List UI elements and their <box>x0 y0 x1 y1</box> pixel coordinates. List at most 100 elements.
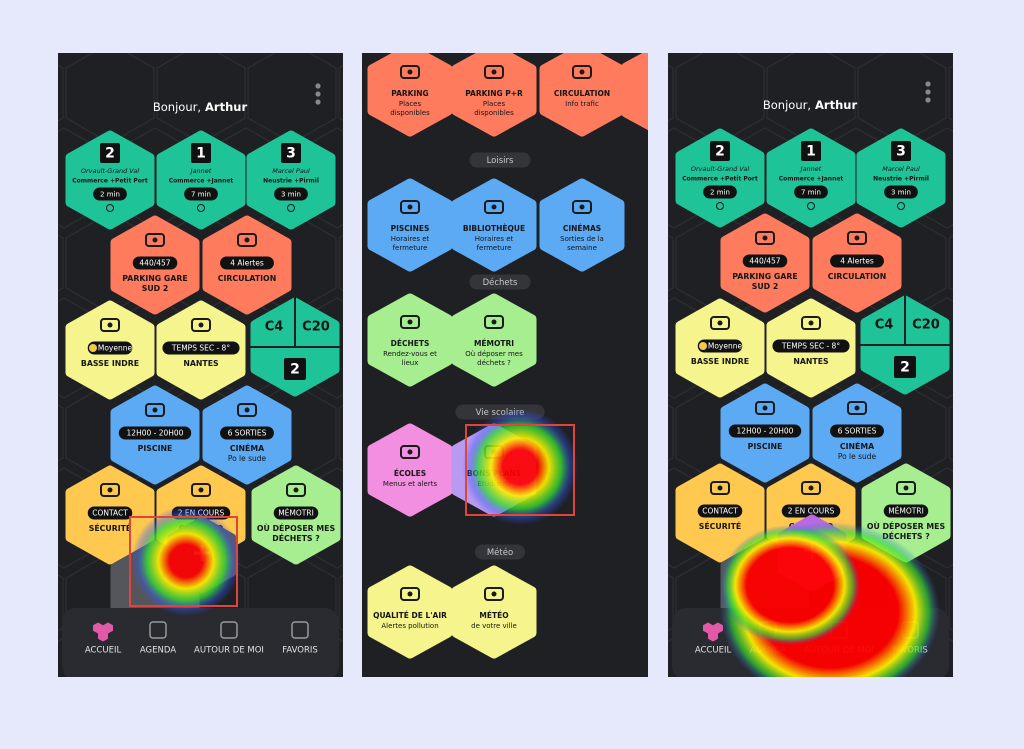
tile-title: CINÉMAS <box>563 224 601 233</box>
tile <box>367 565 453 659</box>
bg-hex <box>338 405 343 461</box>
badge-text: TEMPS SEC - 8° <box>781 342 840 351</box>
heatmap <box>720 525 860 645</box>
tile <box>367 293 453 387</box>
icon <box>491 591 497 597</box>
line-code: C4 <box>265 320 284 335</box>
badge <box>830 254 884 268</box>
icon <box>407 204 413 210</box>
greeting: Bonjour, Arthur <box>153 100 248 114</box>
icon <box>854 405 860 411</box>
icon <box>572 200 592 214</box>
tile <box>621 53 648 131</box>
route: Commerce +Petit Port <box>72 178 148 185</box>
tile-title: SÉCURITÉ <box>89 524 132 533</box>
tile <box>367 178 453 272</box>
bg-hex <box>948 575 953 631</box>
icon <box>237 403 257 417</box>
route: Neustrie +Pirmil <box>873 176 929 183</box>
icon <box>801 316 821 330</box>
bg-hex <box>338 235 343 291</box>
tile-subtitle: lieux <box>402 359 419 367</box>
tile-subtitle: Po le sude <box>228 454 267 463</box>
nav-label: ACCUEIL <box>85 646 122 656</box>
nav-icon <box>291 621 309 639</box>
badge <box>742 254 788 268</box>
line-code: C20 <box>302 320 330 335</box>
bg-hex <box>338 575 343 631</box>
icon <box>145 233 165 247</box>
icon <box>484 65 504 79</box>
badge-text: CONTACT <box>702 507 738 516</box>
icon <box>484 200 504 214</box>
menu-dot <box>925 81 931 87</box>
tile-subtitle: disponibles <box>390 109 430 117</box>
tile-title: PISCINES <box>391 224 430 233</box>
nav-icon <box>713 622 723 634</box>
nav-label: ACCUEIL <box>695 646 732 656</box>
badge-text: 440/457 <box>749 257 780 266</box>
menu-dot <box>925 89 931 95</box>
tile-title: SUD 2 <box>752 282 779 291</box>
icon <box>903 485 909 491</box>
refresh-icon <box>716 202 724 210</box>
level-dot <box>89 344 97 352</box>
icon <box>100 483 120 497</box>
icon <box>244 237 250 243</box>
number-box <box>891 141 911 161</box>
icon <box>484 315 504 329</box>
icon <box>762 405 768 411</box>
badge <box>118 426 192 440</box>
tile-title: SUD 2 <box>142 284 169 293</box>
tile <box>246 130 336 230</box>
tile-title: MÉTÉO <box>479 611 508 620</box>
icon <box>198 487 204 493</box>
number-box <box>894 356 916 378</box>
bg-hex <box>948 65 953 121</box>
tile-title: BASSE INDRE <box>691 357 749 366</box>
nav-label: AGENDA <box>140 646 176 656</box>
nav-icon <box>703 622 713 634</box>
icon <box>407 449 413 455</box>
icon <box>107 322 113 328</box>
bg-hex <box>58 234 64 292</box>
tile <box>65 130 155 230</box>
icon <box>152 407 158 413</box>
icon <box>717 320 723 326</box>
badge <box>220 426 274 440</box>
badge-text: TEMPS SEC - 8° <box>171 344 230 353</box>
icon <box>491 319 497 325</box>
badge-text: MÉMOTRI <box>278 509 314 518</box>
icon <box>107 487 113 493</box>
icon <box>572 65 592 79</box>
tile-title: NANTES <box>183 359 219 368</box>
tile-title: MÉMOTRI <box>474 339 514 348</box>
tile-title: CIRCULATION <box>828 272 886 281</box>
icon <box>191 483 211 497</box>
badge <box>794 185 828 199</box>
stop-name: Jannet <box>189 167 212 175</box>
tile <box>675 128 765 228</box>
badge-text: 4 Alertes <box>840 257 874 266</box>
tile-title: DÉCHETS ? <box>272 534 320 543</box>
icon <box>400 445 420 459</box>
user-name: Arthur <box>815 98 857 112</box>
bg-hex <box>338 65 343 121</box>
badge-text: 3 min <box>281 191 301 199</box>
tile <box>539 53 625 137</box>
user-name: Arthur <box>205 100 247 114</box>
section-pill <box>469 152 531 168</box>
tile-title: DÉCHETS <box>391 339 430 348</box>
tile-subtitle: fermeture <box>393 244 428 252</box>
badge <box>93 187 127 201</box>
badge-text: 12H00 - 20H00 <box>127 429 184 438</box>
line-number: 1 <box>196 146 206 162</box>
icon <box>801 481 821 495</box>
badge-text: 2 min <box>100 191 120 199</box>
icon <box>896 481 916 495</box>
heatmap-layer <box>131 409 578 616</box>
badge <box>87 341 133 355</box>
tile <box>367 423 453 517</box>
highlight-box <box>129 516 238 607</box>
